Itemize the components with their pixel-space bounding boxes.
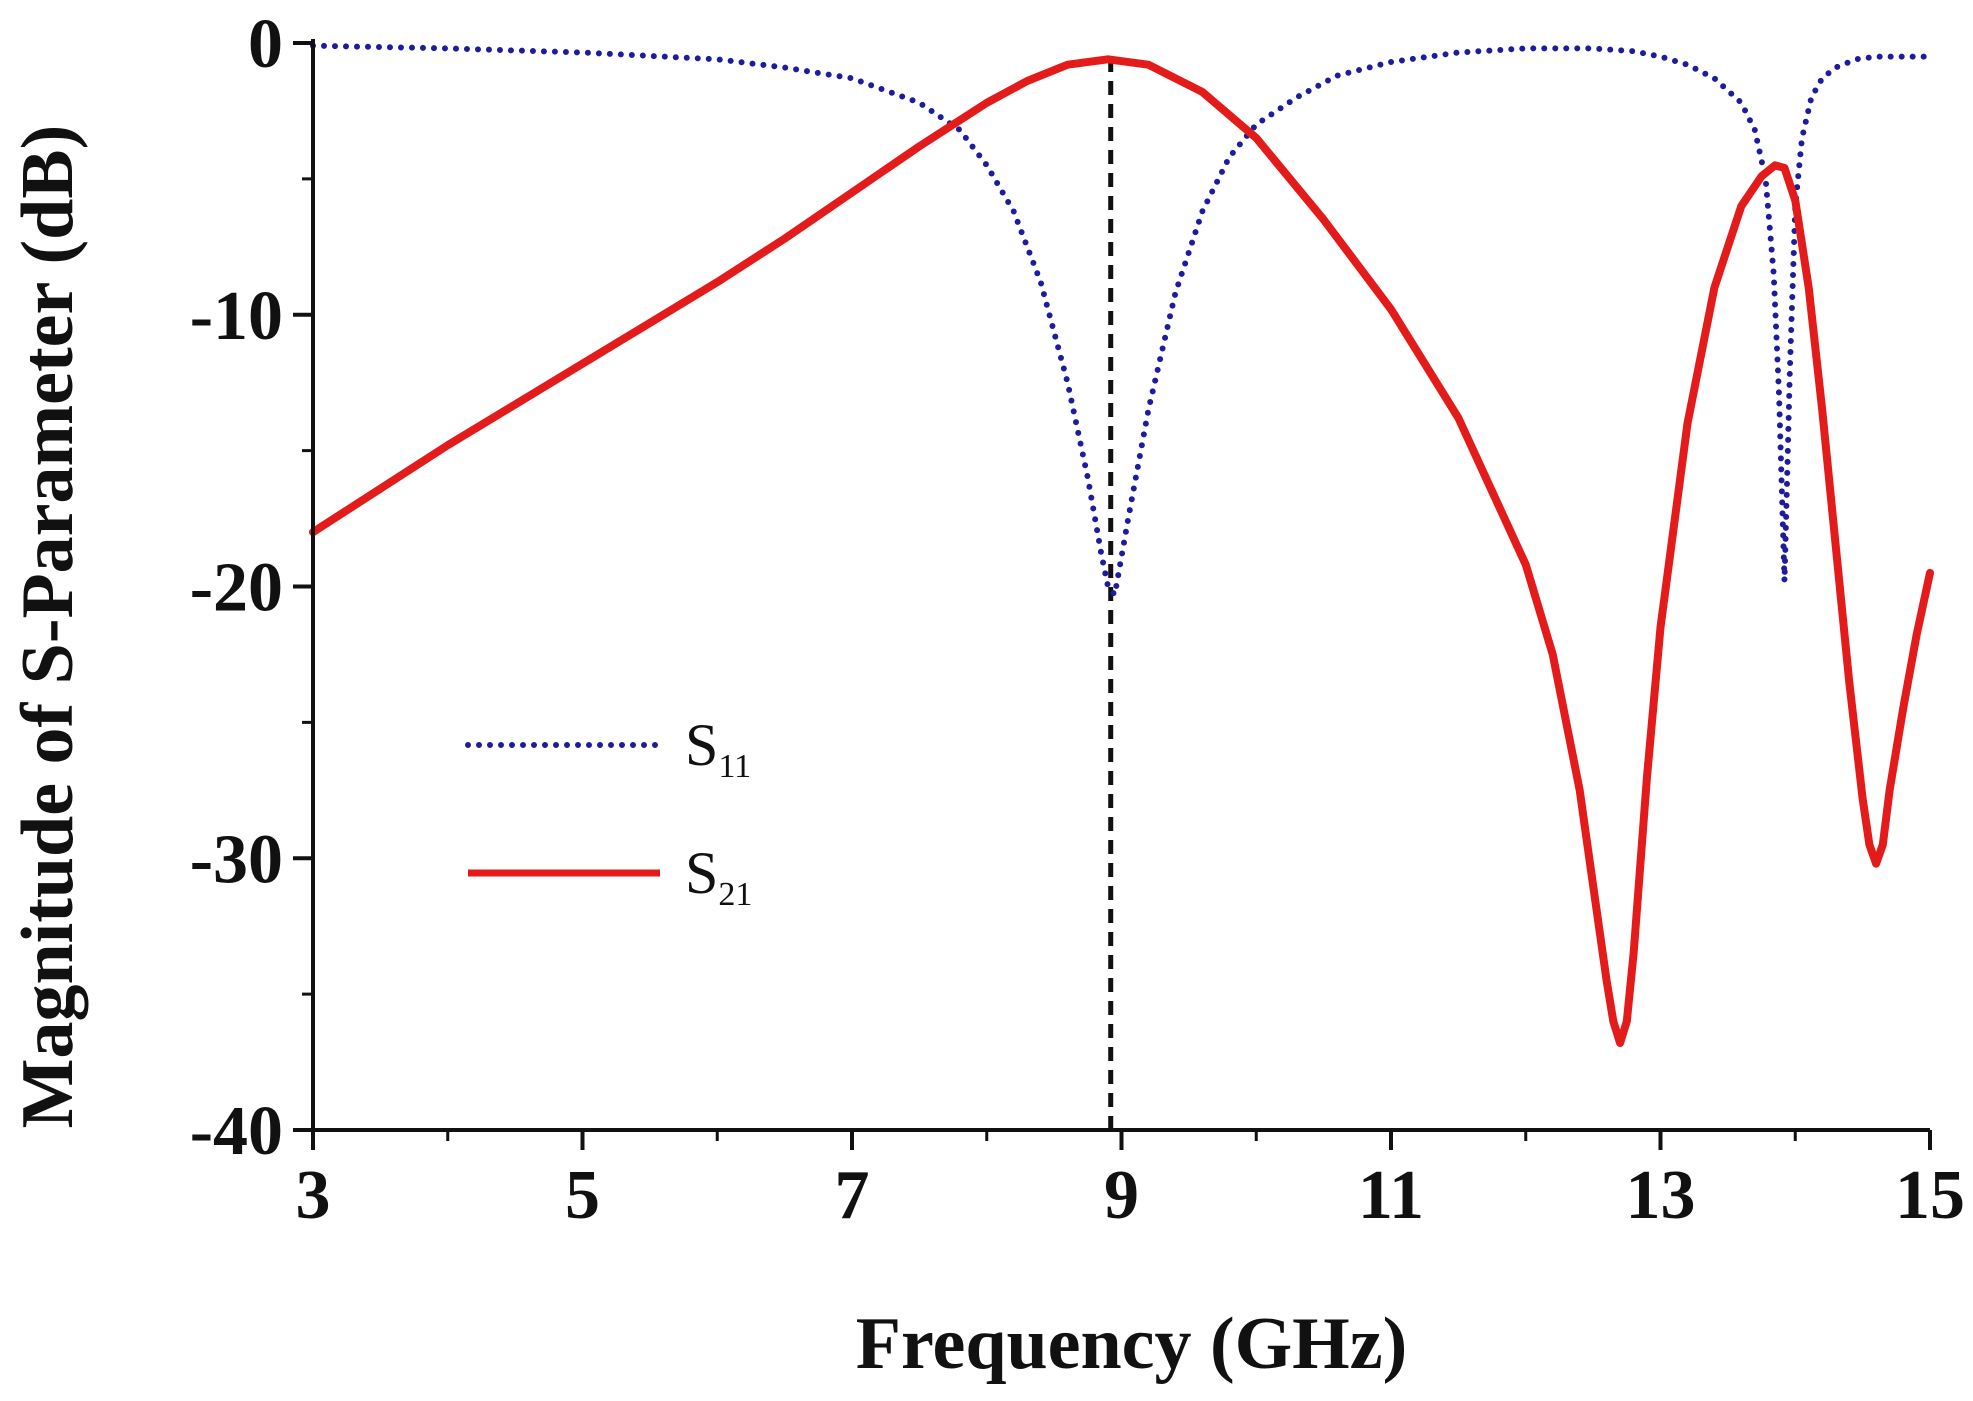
x-axis-title: Frequency (GHz) — [856, 1303, 1407, 1385]
y-tick-label: 0 — [248, 6, 283, 83]
y-tick-label: -40 — [190, 1093, 283, 1170]
x-tick-label: 13 — [1626, 1157, 1696, 1234]
x-tick-label: 3 — [296, 1157, 331, 1234]
series-line-s21 — [309, 55, 1934, 1047]
x-tick-label: 15 — [1895, 1157, 1965, 1234]
x-tick-label: 7 — [835, 1157, 870, 1234]
legend-label-subscript: 11 — [718, 748, 751, 785]
y-axis-title: Magnitude of S-Parameter (dB) — [7, 125, 89, 1129]
legend-label-subscript: 21 — [718, 876, 752, 913]
legend-label-s11: S11 — [685, 712, 751, 785]
legend-label-s21: S21 — [685, 840, 752, 913]
legend-label-main: S — [685, 840, 718, 906]
legend-label-main: S — [685, 712, 718, 778]
x-tick-label: 9 — [1104, 1157, 1139, 1234]
x-tick-label: 11 — [1358, 1157, 1424, 1234]
y-tick-label: -10 — [190, 278, 283, 355]
y-tick-label: -20 — [190, 550, 283, 627]
x-tick-label: 5 — [565, 1157, 600, 1234]
y-tick-label: -30 — [190, 821, 283, 898]
series-line-s11 — [310, 42, 1933, 598]
